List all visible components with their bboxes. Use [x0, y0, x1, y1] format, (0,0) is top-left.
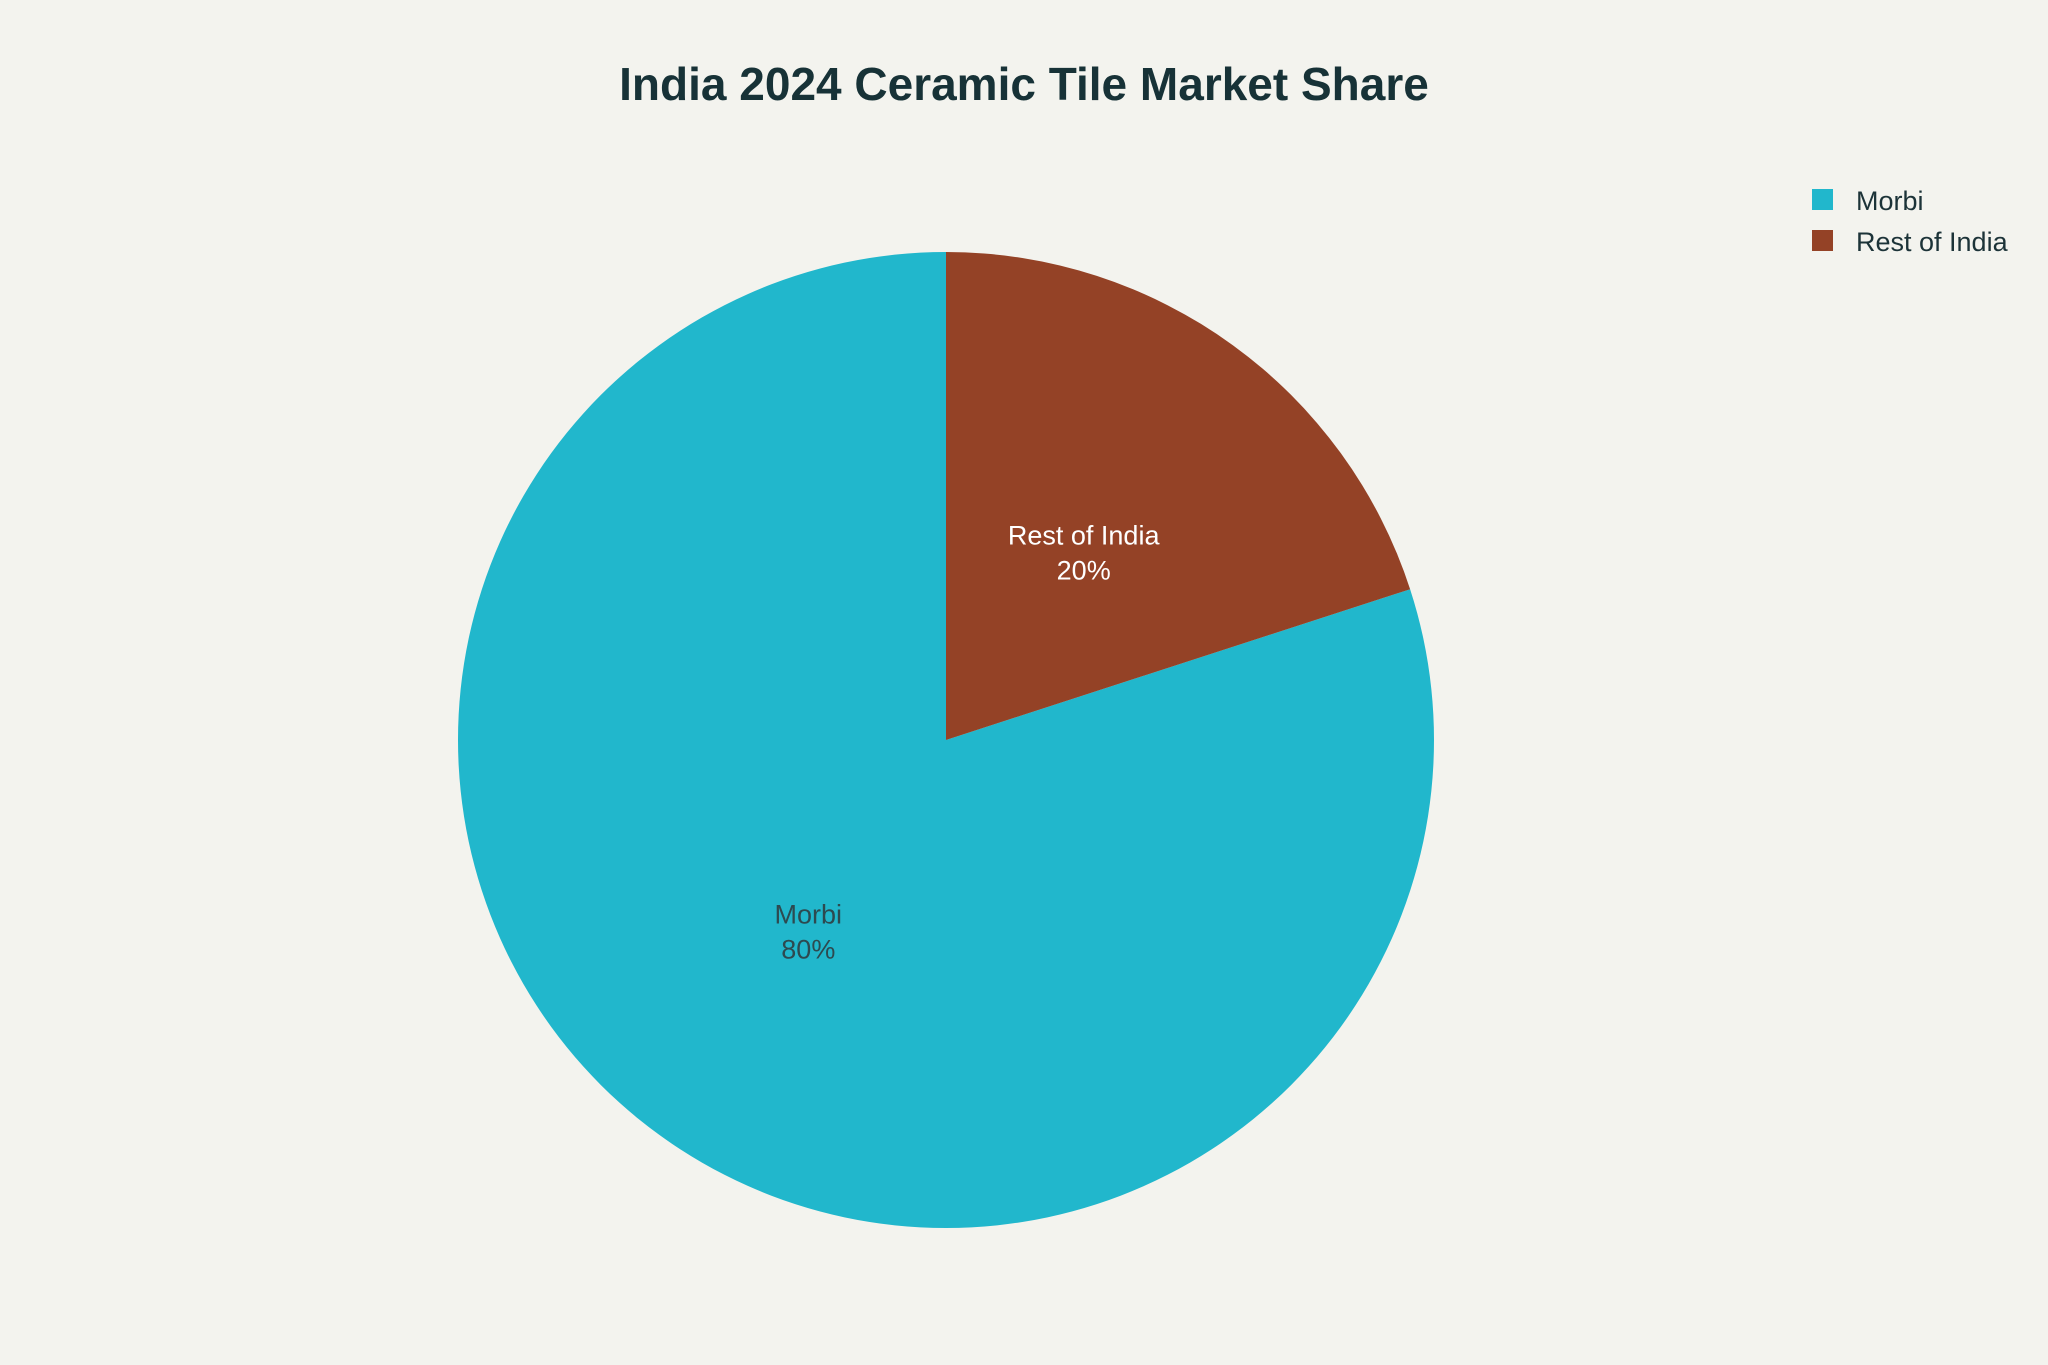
legend-label-morbi: Morbi — [1856, 186, 1924, 216]
slice-label-morbi: Morbi — [775, 900, 843, 930]
slice-labels: Morbi 80% Rest of India 20% — [775, 520, 1161, 964]
slice-value-morbi: 80% — [781, 935, 835, 965]
pie-slices — [457, 252, 1434, 1228]
slice-label-rest-of-india: Rest of India — [1008, 520, 1161, 550]
legend-label-rest-of-india: Rest of India — [1856, 227, 2009, 257]
chart-title: India 2024 Ceramic Tile Market Share — [619, 58, 1429, 110]
pie-slice-rest-of-india — [946, 252, 1411, 740]
legend-swatch-morbi — [1812, 189, 1833, 210]
legend: Morbi Rest of India — [1812, 186, 2009, 257]
slice-value-rest-of-india: 20% — [1057, 555, 1111, 585]
legend-swatch-rest-of-india — [1812, 230, 1833, 251]
